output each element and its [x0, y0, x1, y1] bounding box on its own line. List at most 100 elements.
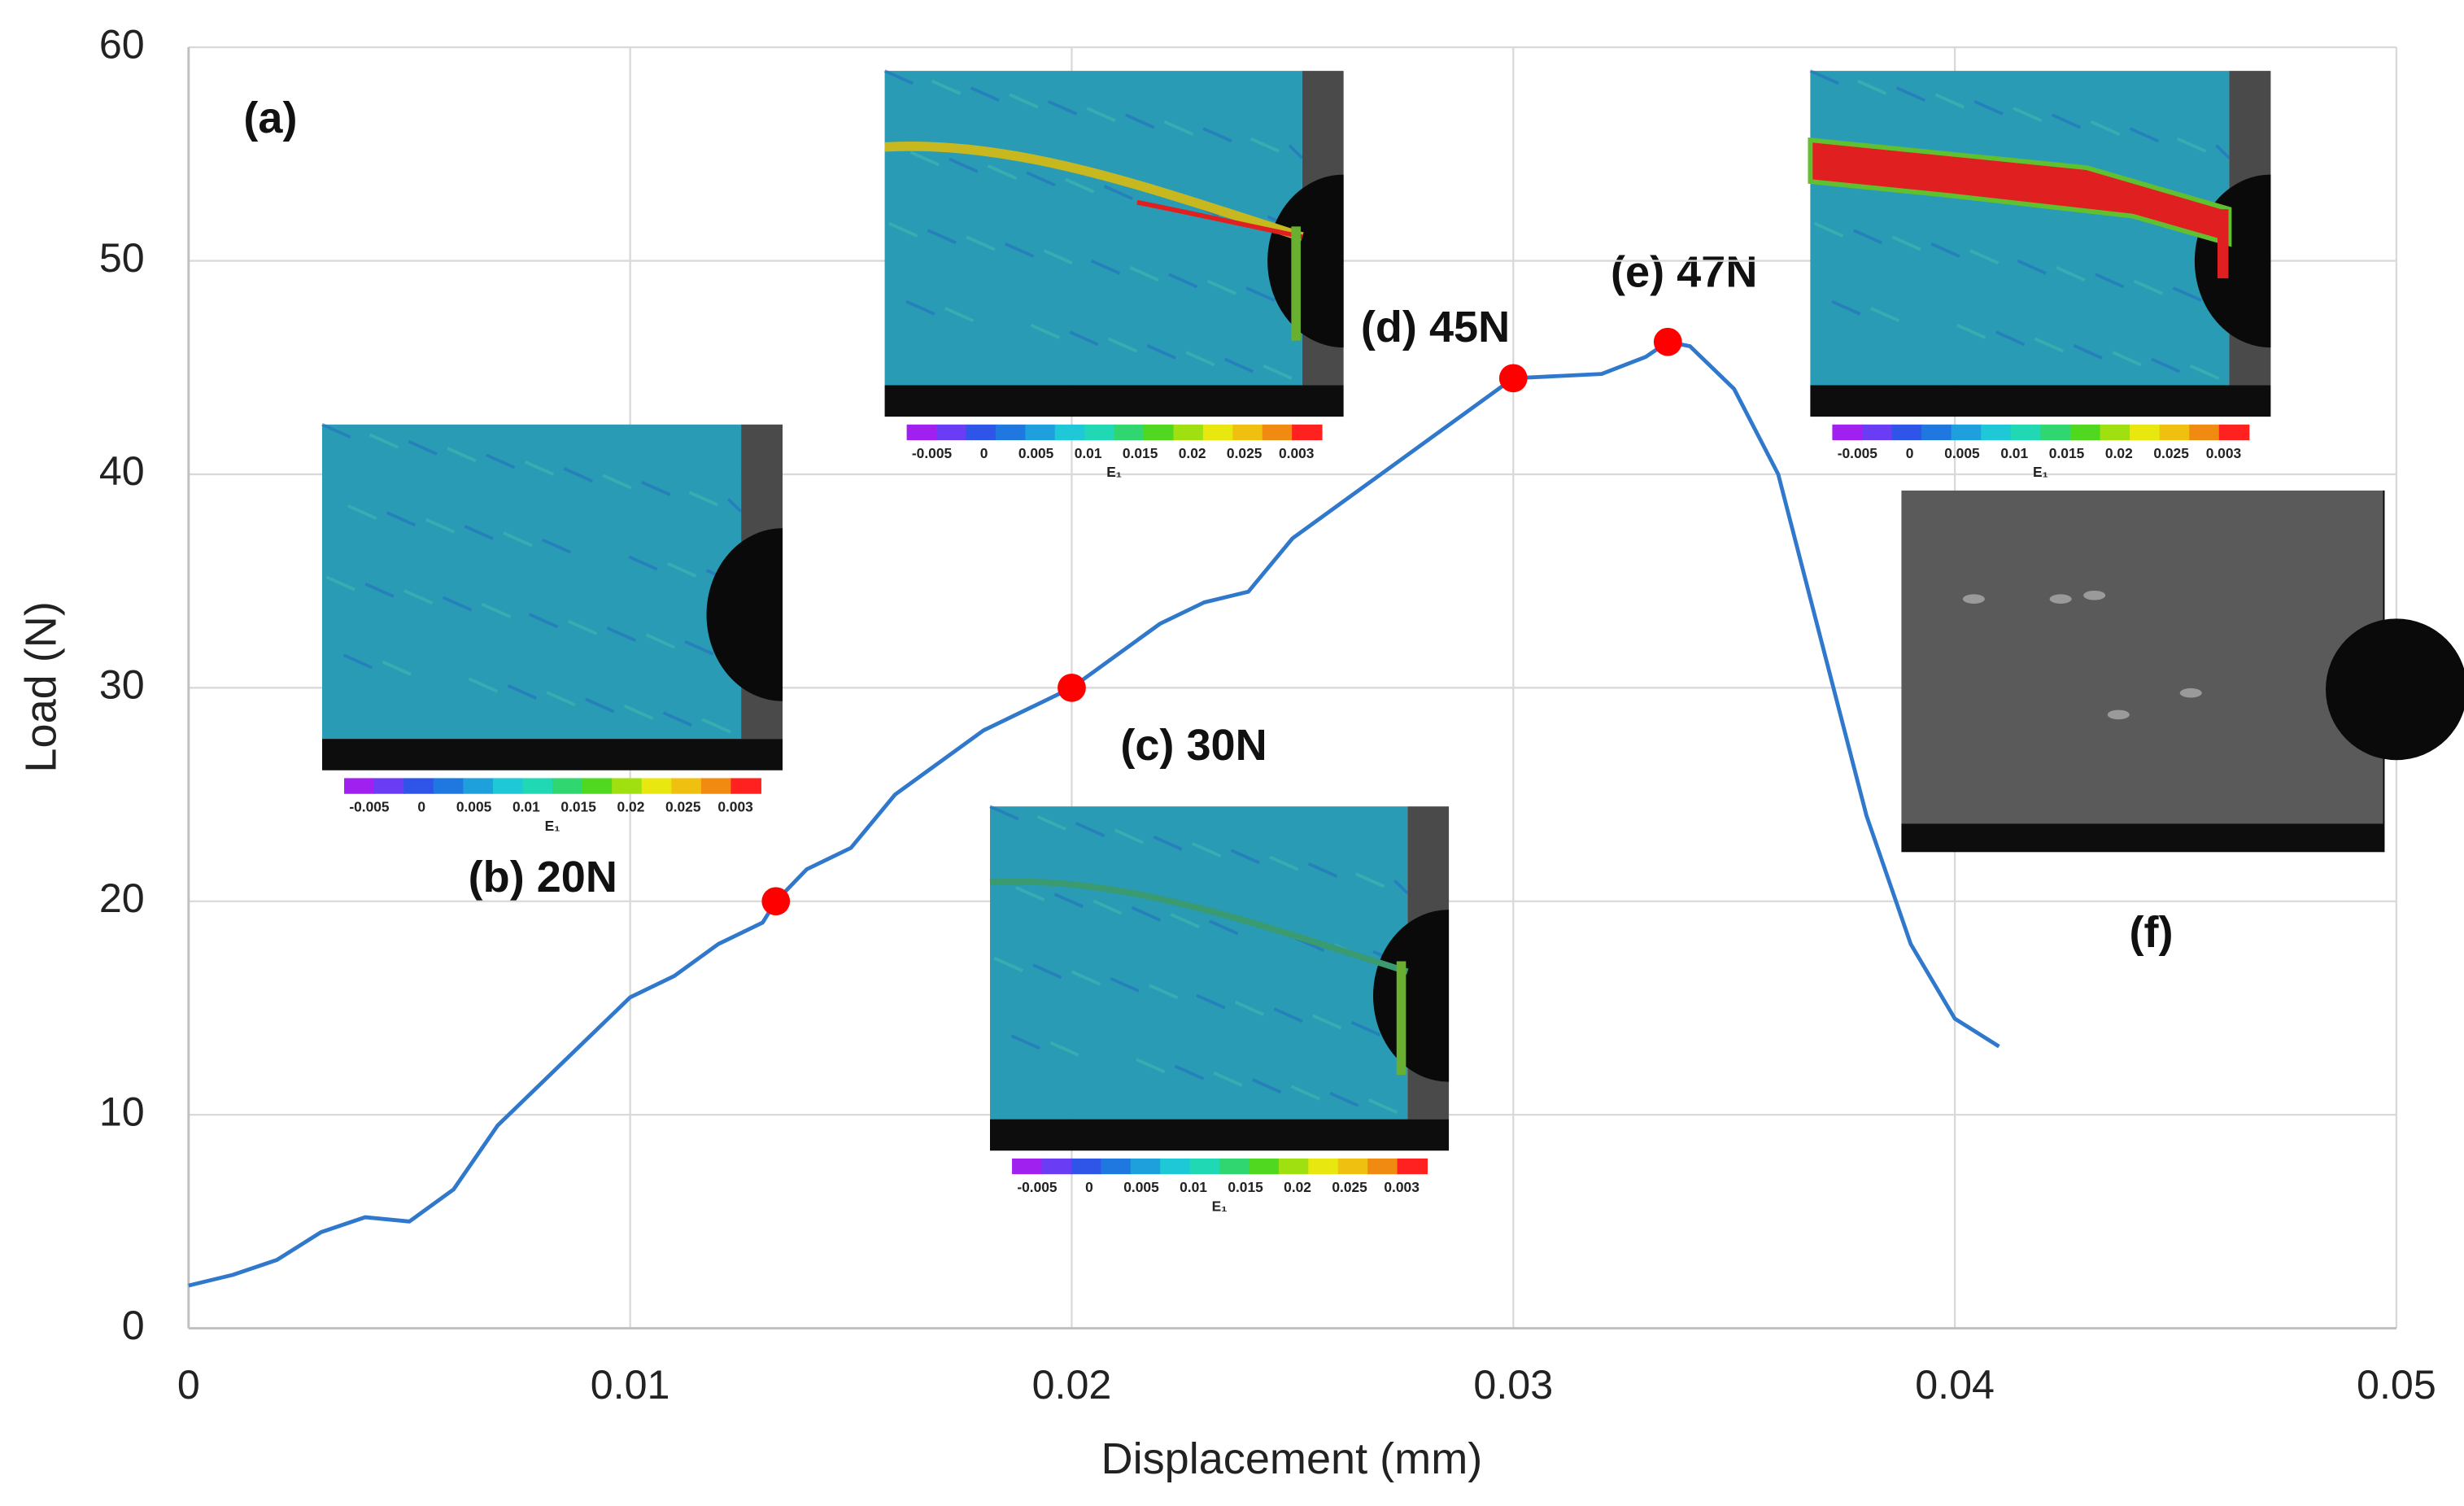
- info-bar: [990, 1119, 1450, 1151]
- annotation: (b) 20N: [469, 853, 617, 901]
- colorbar-cell: [1249, 1158, 1280, 1175]
- texture: [1191, 842, 1222, 858]
- annotation: (d) 45N: [1361, 303, 1510, 351]
- colorbar-cell: [1130, 1158, 1162, 1175]
- inset-image: -0.005 0 0.005 0.01 0.015 0.02 0.025 0.003 E₁: [883, 69, 1344, 480]
- texture: [1223, 357, 1254, 373]
- texture: [347, 504, 377, 520]
- texture: [1273, 1007, 1303, 1024]
- colorbar-label: 0.02: [2105, 445, 2133, 461]
- colorbar-label: 0.01: [1075, 445, 1102, 461]
- colorbar-cell: [1160, 1158, 1191, 1175]
- texture: [970, 86, 1000, 103]
- colorbar-cell: [1308, 1158, 1339, 1175]
- texture: [1230, 849, 1260, 865]
- texture: [1026, 171, 1056, 187]
- colorbar-label: 0.005: [1018, 445, 1054, 461]
- texture: [1014, 885, 1045, 901]
- texture: [1969, 249, 2000, 265]
- speck: [1962, 594, 1985, 604]
- texture: [1934, 93, 1965, 109]
- texture: [2034, 337, 2065, 353]
- texture: [966, 235, 996, 251]
- texture: [1153, 835, 1183, 851]
- texture: [585, 697, 615, 714]
- colorbar-cell: [641, 778, 673, 794]
- texture: [2090, 120, 2121, 136]
- colorbar-cell: [1367, 1158, 1398, 1175]
- texture: [1129, 266, 1159, 282]
- colorbar-cell: [463, 778, 494, 794]
- annotation: (c) 30N: [1120, 721, 1267, 770]
- texture: [1252, 1078, 1282, 1094]
- texture: [1852, 229, 1883, 245]
- info-bar: [1901, 823, 2384, 853]
- colorbar-cell: [612, 778, 643, 794]
- x-tick-label: 0.02: [1032, 1362, 1112, 1408]
- texture: [2095, 273, 2125, 289]
- texture: [944, 307, 975, 323]
- speck: [2049, 594, 2072, 604]
- colorbar-label: -0.005: [1017, 1179, 1058, 1195]
- texture: [2013, 107, 2043, 123]
- strain-map: [884, 71, 1302, 386]
- highlight-point: [1653, 327, 1682, 356]
- colorbar-cell: [700, 778, 732, 794]
- texture: [2189, 364, 2220, 380]
- y-tick-label: 0: [122, 1303, 145, 1348]
- colorbar-cell: [1951, 424, 1982, 441]
- colorbar-label: -0.005: [1838, 445, 1878, 461]
- texture: [1202, 127, 1232, 143]
- strain-map: [990, 806, 1408, 1120]
- texture: [645, 633, 675, 649]
- colorbar-cell: [433, 778, 464, 794]
- colorbar-label: 0: [1906, 445, 1914, 461]
- colorbar-cell: [1861, 424, 1893, 441]
- texture: [382, 660, 412, 676]
- texture: [1071, 970, 1101, 986]
- texture: [1086, 107, 1116, 123]
- colorbar-label: -0.005: [912, 445, 953, 461]
- texture: [486, 453, 516, 469]
- texture: [386, 511, 416, 527]
- colorbar-cell: [1084, 424, 1115, 441]
- x-tick-label: 0.03: [1473, 1362, 1553, 1408]
- colorbar-label: 0.025: [2153, 445, 2189, 461]
- texture: [909, 151, 940, 167]
- texture: [1131, 906, 1162, 922]
- x-tick-label: 0: [177, 1362, 200, 1408]
- texture: [1367, 1098, 1398, 1115]
- texture: [1831, 299, 1861, 316]
- inset-image: -0.005 0 0.005 0.01 0.015 0.02 0.025 0.003 E₁: [989, 805, 1450, 1214]
- colorbar-cell: [1114, 424, 1145, 441]
- texture: [2172, 286, 2202, 303]
- colorbar-cell: [2189, 424, 2220, 441]
- y-tick-label: 60: [99, 21, 145, 67]
- texture: [1103, 185, 1134, 201]
- colorbar-cell: [1921, 424, 1952, 441]
- texture: [641, 480, 671, 496]
- texture: [468, 677, 499, 693]
- texture: [503, 531, 533, 548]
- texture: [1168, 273, 1198, 289]
- texture: [1125, 113, 1155, 129]
- texture: [2133, 279, 2164, 295]
- colorbar-title: E₁: [1212, 1198, 1228, 1214]
- colorbar-cell: [492, 778, 524, 794]
- texture: [602, 474, 632, 490]
- colorbar-cell: [1981, 424, 2012, 441]
- texture: [364, 582, 395, 598]
- crack-zone: [1808, 137, 2232, 247]
- annotation: (e) 47N: [1611, 248, 1757, 297]
- texture: [1030, 323, 1061, 339]
- texture: [949, 157, 979, 173]
- texture: [1110, 976, 1140, 993]
- x-tick-label: 0.05: [2357, 1362, 2436, 1408]
- highlight-point: [1498, 364, 1528, 393]
- colorbar-cell: [1041, 1158, 1072, 1175]
- texture: [931, 79, 962, 95]
- highlight-point: [1058, 673, 1086, 702]
- colorbar-label: 0.015: [2049, 445, 2085, 461]
- texture: [1170, 913, 1200, 929]
- texture: [1053, 893, 1084, 909]
